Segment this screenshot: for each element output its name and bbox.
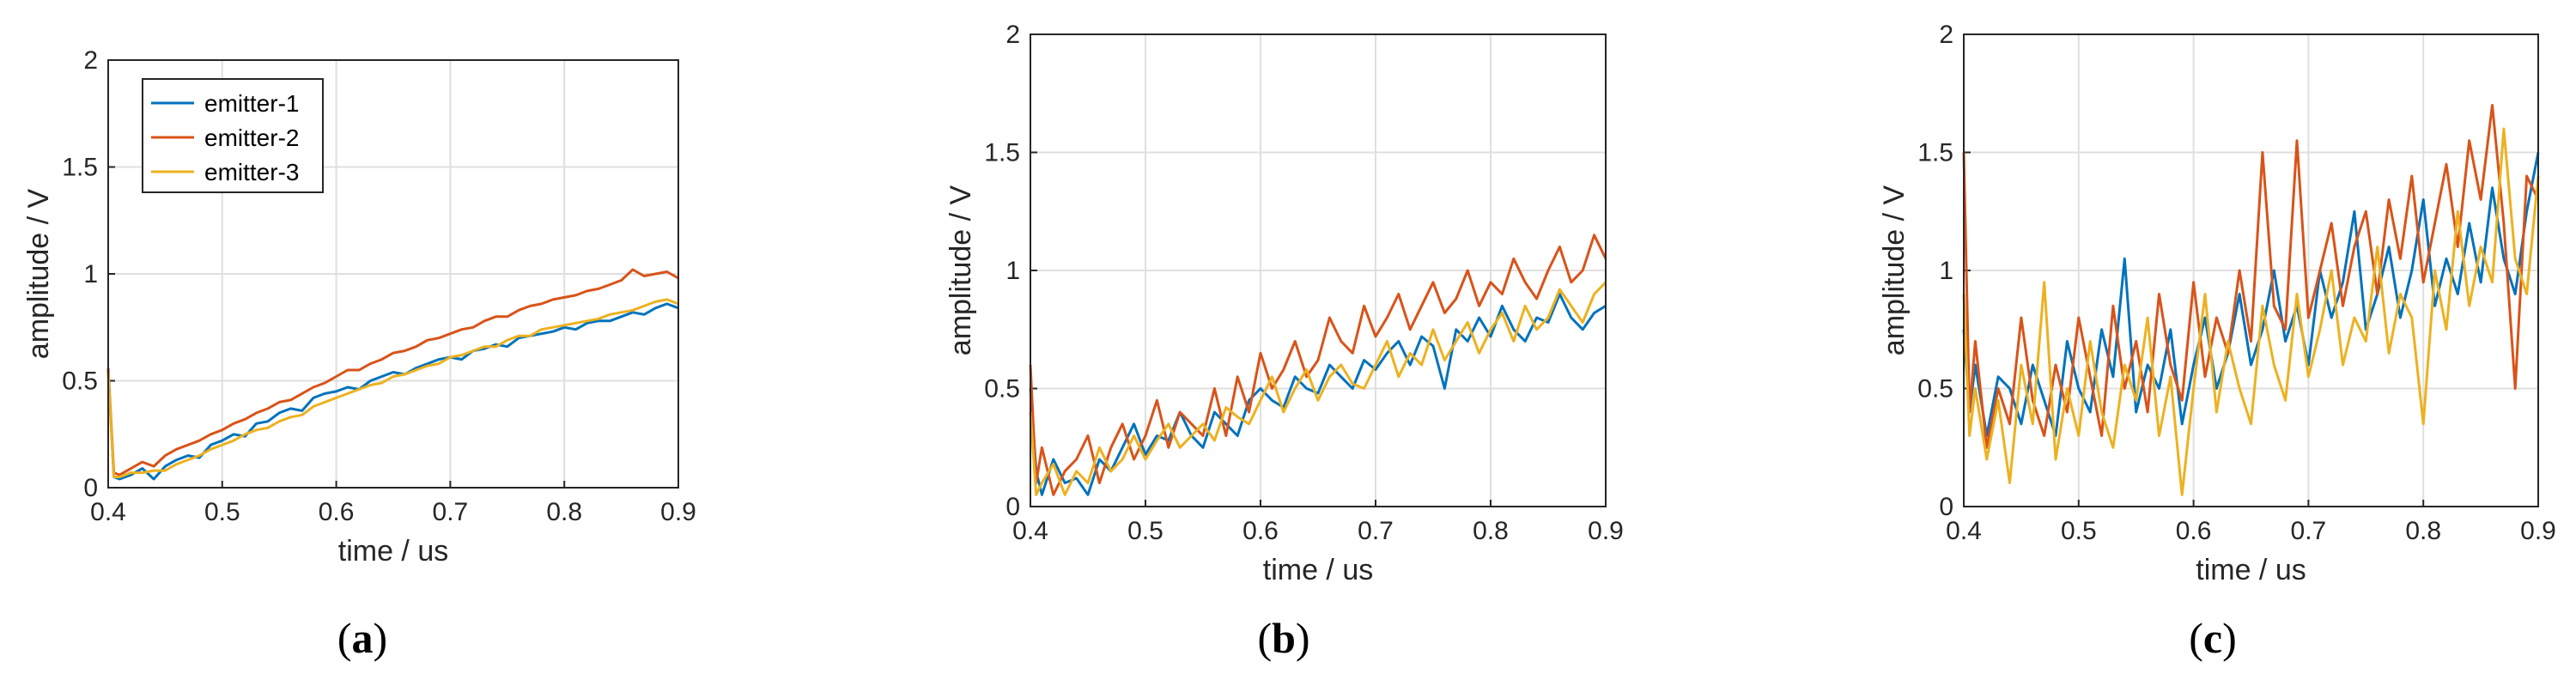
y-tick-label: 0.5 [1917, 375, 1953, 404]
legend-entry: emitter-2 [204, 124, 299, 151]
x-tick-label: 0.9 [660, 498, 696, 526]
caption-letter: b [1272, 614, 1296, 662]
series-line-emitter-1 [1962, 152, 2540, 437]
y-tick-label: 1 [1005, 257, 1020, 285]
y-tick-label: 2 [83, 46, 98, 75]
y-axis-label: amplitude / V [945, 185, 977, 355]
x-tick-label: 0.6 [1242, 517, 1279, 545]
caption-letter: c [2203, 614, 2222, 662]
legend-box [142, 78, 324, 193]
series-line-emitter-3 [106, 298, 679, 478]
chart-c: 0.4 0.5 0.6 0.7 0.8 0.9 0 0.5 1 1.5 2 time / us ampl… [1878, 21, 2556, 662]
chart-a: 0.4 0.5 0.6 0.7 0.8 0.9 0 0.5 1 1.5 2 time / us ampl… [22, 46, 696, 662]
y-tick-label: 0 [83, 474, 98, 502]
legend: emitter-1 emitter-2 emitter-3 [142, 78, 324, 193]
y-tick-label: 1.5 [62, 154, 98, 182]
x-tick-label: 0.5 [204, 498, 240, 526]
x-axis-label: time / us [338, 535, 448, 568]
y-axis-label: amplitude / V [1878, 185, 1911, 355]
x-tick-label: 0.9 [2520, 517, 2556, 545]
chart-b: 0.4 0.5 0.6 0.7 0.8 0.9 0 0.5 1 1.5 2 time / us ampl… [945, 21, 1624, 662]
x-tick-label: 0.4 [90, 498, 126, 526]
caption-paren-close: ) [374, 614, 388, 662]
x-tick-label: 0.5 [2061, 517, 2097, 545]
y-tick-label: 2 [1939, 21, 1953, 49]
subfigure-caption: (c) [2189, 614, 2237, 662]
x-tick-label: 0.8 [546, 498, 582, 526]
x-tick-label: 0.6 [2176, 517, 2212, 545]
x-tick-label: 0.4 [1012, 517, 1048, 545]
y-tick-label: 1 [1939, 257, 1953, 285]
axes-box [1963, 33, 2539, 507]
x-tick-label: 0.9 [1588, 517, 1624, 545]
x-tick-label: 0.7 [1358, 517, 1394, 545]
x-tick-label: 0.8 [1473, 517, 1509, 545]
x-tick-label: 0.7 [2291, 517, 2327, 545]
caption-paren-open: ( [337, 614, 352, 662]
axes-box [107, 59, 679, 489]
caption-paren-open: ( [1257, 614, 1272, 662]
axes-box [1030, 33, 1607, 507]
x-tick-label: 0.8 [2405, 517, 2441, 545]
series-line-emitter-2 [1029, 234, 1607, 496]
x-axis-label: time / us [1263, 554, 1373, 586]
x-tick-label: 0.4 [1946, 517, 1982, 545]
x-tick-label: 0.6 [319, 498, 355, 526]
caption-paren-open: ( [2189, 614, 2203, 662]
caption-letter: a [352, 614, 374, 662]
x-axis-label: time / us [2196, 554, 2306, 586]
y-tick-label: 1.5 [1917, 139, 1953, 167]
legend-entry: emitter-3 [204, 159, 299, 185]
y-tick-label: 0.5 [984, 375, 1020, 404]
x-tick-label: 0.5 [1127, 517, 1163, 545]
caption-paren-close: ) [1296, 614, 1310, 662]
y-tick-label: 0 [1005, 493, 1020, 521]
y-tick-label: 2 [1005, 21, 1020, 49]
series-line-emitter-2 [106, 268, 679, 477]
y-tick-label: 1.5 [984, 139, 1020, 167]
y-tick-label: 0 [1939, 493, 1953, 521]
series-line-emitter-2 [1962, 104, 2540, 449]
subfigure-caption: (b) [1257, 614, 1309, 662]
legend-entry: emitter-1 [204, 90, 299, 117]
y-axis-label: amplitude / V [22, 188, 55, 359]
subfigure-caption: (a) [337, 614, 387, 662]
series-line-emitter-1 [1029, 293, 1607, 496]
caption-paren-close: ) [2222, 614, 2237, 662]
series-line-emitter-3 [1029, 281, 1607, 496]
series-line-emitter-3 [1962, 127, 2540, 496]
y-tick-label: 0.5 [62, 367, 98, 396]
x-tick-label: 0.7 [433, 498, 469, 526]
y-tick-label: 1 [83, 260, 98, 288]
